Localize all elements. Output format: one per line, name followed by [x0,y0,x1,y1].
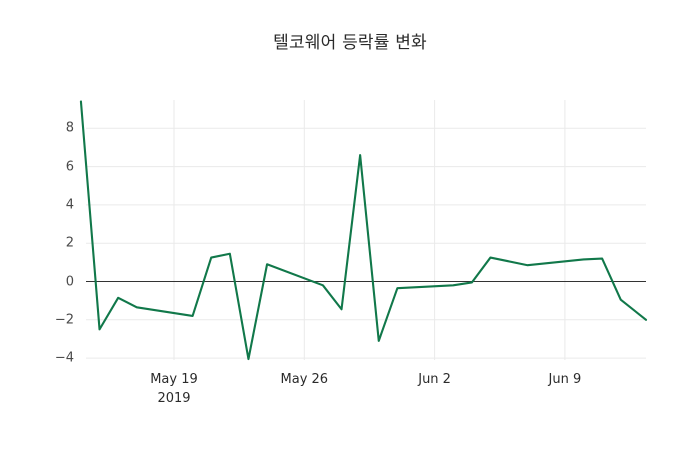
y-tick-label: 6 [65,159,74,175]
y-tick-label: 8 [65,120,74,136]
x-tick-label: Jun 2 [418,372,451,387]
y-tick-label: −2 [54,312,74,328]
y-tick-label: 0 [65,274,74,289]
x-tick-label: May 26 [280,372,329,387]
y-tick-label: −4 [54,350,74,366]
gridlines-group [86,127,646,359]
x-tick-label: May 19 [150,372,198,387]
y-tick-label: 4 [65,197,74,213]
y-tick-label: 2 [65,235,74,251]
x-tick-label: Jun 9 [548,372,582,387]
x-tick-sublabel: 2019 [157,391,191,406]
data-series-line [79,100,648,361]
chart-title: 텔코웨어 등락률 변화 [273,33,427,53]
x-gridlines-group [173,100,566,360]
